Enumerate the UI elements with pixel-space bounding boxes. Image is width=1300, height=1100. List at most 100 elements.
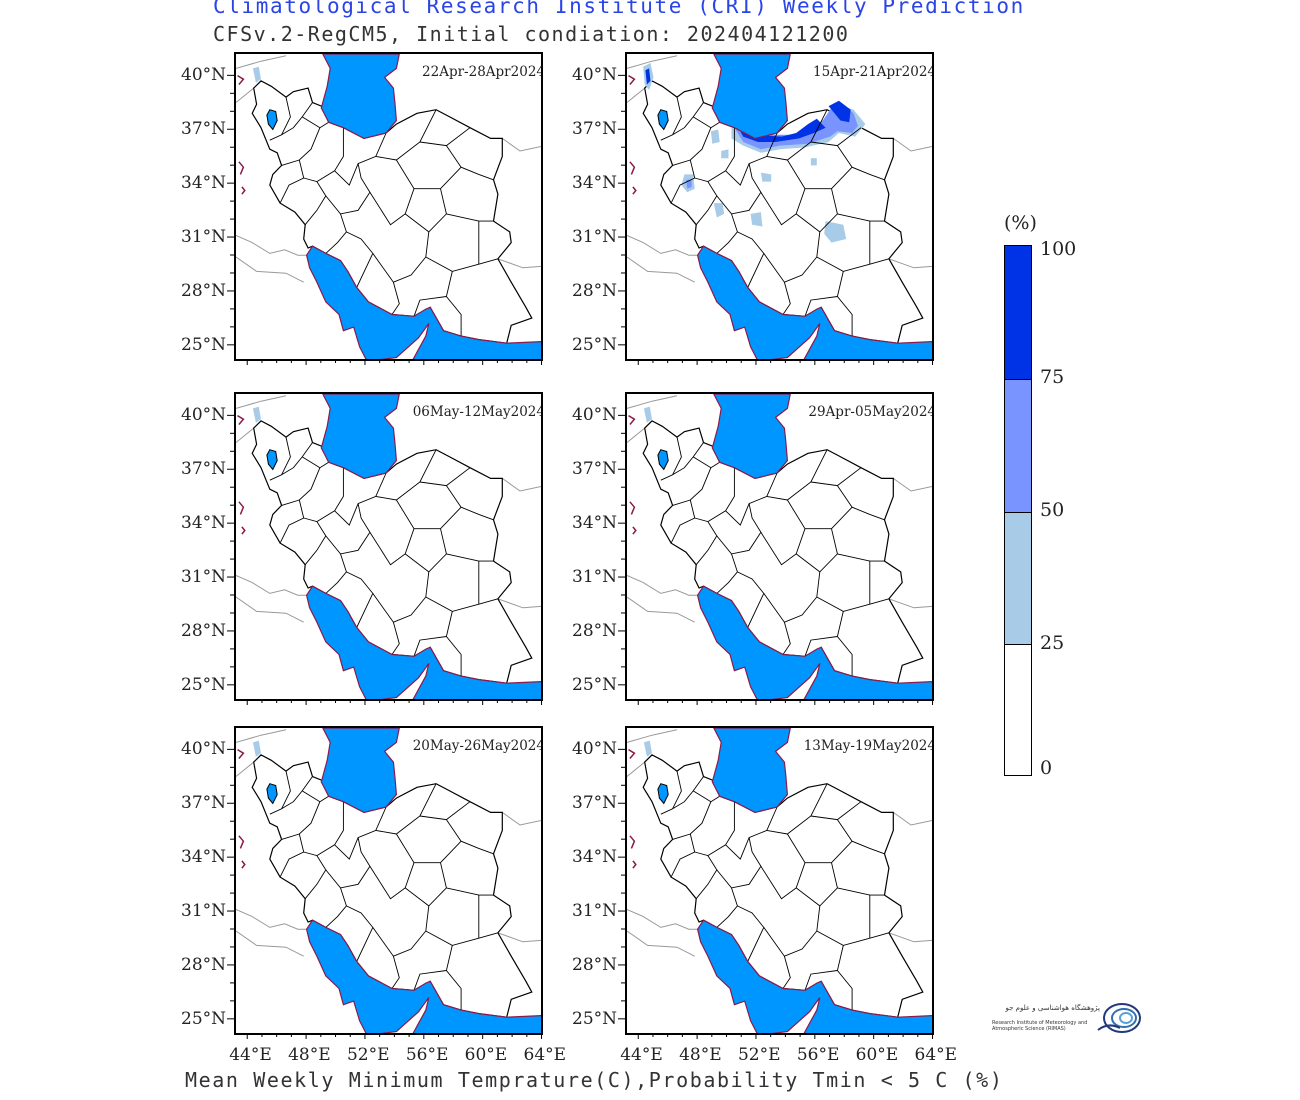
neighbor-border: [502, 477, 541, 492]
province-border: [325, 503, 371, 555]
lon-label: 64°E: [914, 1045, 958, 1065]
neighbor-border: [627, 729, 678, 743]
neighbor-border: [627, 427, 646, 443]
map-canvas: [236, 54, 541, 359]
neighbor-border: [497, 598, 541, 609]
province-border: [660, 771, 682, 815]
province-border: [672, 801, 712, 840]
lat-label: 40°N: [181, 65, 227, 86]
lat-label: 40°N: [181, 405, 227, 426]
province-border: [281, 127, 321, 166]
lon-label: 64°E: [523, 1045, 567, 1065]
neighbor-border: [236, 729, 287, 743]
neighbor-border: [236, 908, 307, 930]
province-border: [346, 231, 374, 288]
lat-label: 40°N: [572, 65, 618, 86]
caspian-sea: [711, 394, 791, 480]
coast-detail: [241, 186, 246, 195]
neighbor-border: [502, 811, 541, 826]
coast-detail: [237, 414, 245, 425]
province-border: [782, 622, 791, 655]
province-border: [737, 231, 765, 288]
province-border: [281, 801, 321, 840]
cold-probability-area: [252, 406, 261, 423]
cold-probability-area: [828, 100, 851, 123]
coast-detail: [628, 74, 636, 85]
province-border: [281, 102, 313, 136]
cold-probability-area: [252, 740, 261, 757]
lake-urmia: [266, 783, 278, 805]
logo-name-fa: پژوهشگاه هواشناسی و علوم جو: [1005, 1004, 1100, 1012]
colorbar-segment-0-25: [1005, 644, 1031, 775]
persian-gulf: [696, 919, 932, 1033]
province-border: [672, 102, 704, 136]
coast-detail: [238, 501, 245, 515]
map-canvas: [236, 728, 541, 1033]
lat-label: 31°N: [181, 227, 227, 248]
lon-label: 44°E: [229, 1045, 272, 1065]
persian-gulf: [696, 585, 932, 699]
neighbor-border: [627, 256, 695, 283]
province-border: [446, 485, 494, 521]
province-border: [716, 887, 738, 928]
coast-detail: [237, 74, 245, 85]
axis-ticks: [227, 748, 543, 1039]
lat-label: 31°N: [572, 567, 618, 588]
lat-label: 34°N: [572, 513, 618, 534]
province-border: [446, 145, 494, 181]
province-border: [672, 776, 704, 810]
neighbor-border: [236, 596, 304, 623]
province-border: [670, 499, 696, 544]
province-border: [325, 553, 347, 594]
province-border: [372, 571, 430, 623]
colorbar-tick: 25: [1040, 632, 1065, 654]
province-border: [692, 116, 720, 129]
province-border: [836, 271, 853, 337]
colorbar-segment-75-100: [1005, 246, 1031, 379]
province-border: [725, 806, 778, 860]
province-border: [375, 449, 437, 501]
neighbor-border: [627, 930, 695, 957]
lon-label: 52°E: [346, 1045, 390, 1065]
lon-label: 56°E: [796, 1045, 840, 1065]
panel-period-label: 22Apr-28Apr2024: [422, 64, 543, 80]
province-border: [763, 231, 821, 283]
province-border: [281, 467, 321, 506]
cold-probability-area: [810, 158, 817, 166]
coast-detail: [237, 748, 245, 759]
lat-label: 25°N: [572, 334, 618, 355]
neighbor-border: [497, 932, 541, 943]
cold-probability-area: [721, 149, 729, 159]
axis-ticks: [618, 74, 934, 365]
province-border: [334, 806, 387, 860]
province-border: [716, 213, 738, 254]
institute-logo: پژوهشگاه هواشناسی و علوم جو Research Ins…: [990, 1000, 1150, 1040]
lat-label: 28°N: [181, 280, 227, 301]
neighbor-border: [502, 137, 541, 152]
persian-gulf: [305, 585, 541, 699]
neighbor-border: [627, 596, 695, 623]
province-border: [837, 887, 885, 896]
colorbar-tick: 75: [1040, 366, 1065, 388]
province-border: [670, 833, 696, 878]
province-border: [672, 442, 704, 476]
lake-urmia: [266, 109, 278, 131]
province-border: [375, 109, 437, 161]
neighbor-border: [627, 761, 646, 777]
lat-label: 25°N: [181, 674, 227, 695]
province-border: [672, 127, 712, 166]
cold-probability-area: [713, 203, 725, 218]
lat-label: 34°N: [181, 173, 227, 194]
province-border: [325, 887, 347, 928]
lon-label: 48°E: [679, 1045, 722, 1065]
province-border: [810, 801, 862, 821]
neighbor-border: [888, 598, 932, 609]
lat-label: 31°N: [181, 901, 227, 922]
footer-caption: Mean Weekly Minimum Temprature(C),Probab…: [185, 1068, 1004, 1092]
province-border: [372, 905, 430, 957]
province-border: [837, 145, 885, 181]
lat-label: 28°N: [572, 620, 618, 641]
province-border: [763, 905, 821, 957]
province-border: [694, 177, 718, 225]
province-border: [413, 296, 447, 317]
